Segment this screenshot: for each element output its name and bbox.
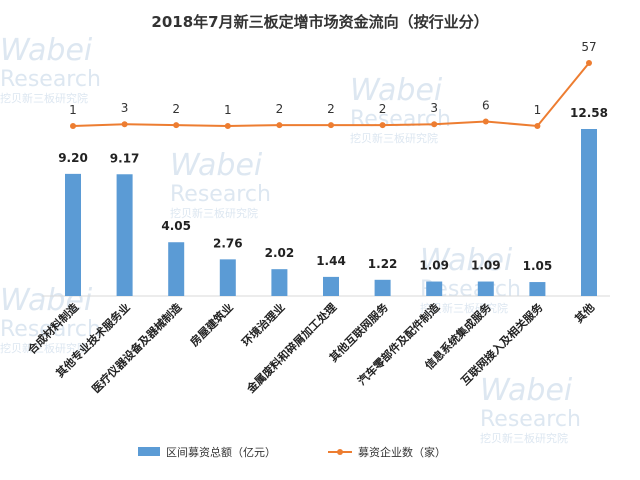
bar xyxy=(426,281,443,296)
bar xyxy=(323,276,339,296)
bar-value-label: 1.09 xyxy=(471,259,501,273)
bar-value-label: 1.22 xyxy=(368,257,398,271)
count-marker xyxy=(328,122,334,129)
watermark-sub: Research xyxy=(350,107,451,132)
bar xyxy=(219,259,236,296)
count-value-label: 57 xyxy=(581,40,596,54)
count-line xyxy=(72,62,590,128)
category-label: 房屋建筑业 xyxy=(187,300,236,349)
count-value-label: 1 xyxy=(534,103,542,117)
bar-value-label: 2.02 xyxy=(265,246,295,260)
count-marker xyxy=(534,123,541,129)
bar xyxy=(116,174,133,296)
bar xyxy=(581,129,597,296)
bar-value-label: 2.76 xyxy=(213,236,243,250)
category-label: 其他 xyxy=(572,300,597,325)
legend-bar-label: 区间募资总额（亿元） xyxy=(166,445,276,459)
count-marker xyxy=(431,121,438,128)
watermark-sub: Research xyxy=(0,67,101,92)
bar-value-label: 12.58 xyxy=(570,106,608,120)
watermark-brand: Wabei xyxy=(350,73,443,108)
count-value-label: 3 xyxy=(430,101,438,115)
watermark-brand: Wabei xyxy=(0,33,93,68)
category-label: 医疗仪器设备及器械制造 xyxy=(89,300,185,396)
count-value-label: 6 xyxy=(482,99,490,113)
count-marker xyxy=(379,122,386,129)
watermark-sub: Research xyxy=(480,407,581,432)
count-marker xyxy=(70,123,76,129)
watermark-brand: Wabei xyxy=(170,148,263,183)
bar-value-label: 9.20 xyxy=(58,151,88,165)
count-marker xyxy=(482,118,489,125)
bar-series xyxy=(65,129,597,296)
count-marker xyxy=(224,123,231,129)
count-value-label: 1 xyxy=(69,103,77,117)
watermark-sub: Research xyxy=(0,317,101,342)
category-label: 金属废料和碎屑加工处理 xyxy=(243,300,339,396)
bar xyxy=(271,269,288,296)
count-value-label: 2 xyxy=(172,102,180,116)
bar xyxy=(374,279,391,296)
count-marker xyxy=(586,60,592,66)
bar-value-label: 1.09 xyxy=(419,259,449,273)
count-marker xyxy=(276,122,283,129)
legend-line-marker xyxy=(337,449,343,455)
count-value-label: 2 xyxy=(276,102,284,116)
bar-value-label: 4.05 xyxy=(161,219,191,233)
count-value-label: 3 xyxy=(121,101,129,115)
watermark-brand: Wabei xyxy=(480,373,573,408)
legend-line-label: 募资企业数（家） xyxy=(358,445,446,459)
bar-value-label: 9.17 xyxy=(110,151,140,165)
bar-value-labels: 9.20 9.17 4.05 2.76 2.02 1.44 1.22 1.09 1.09 1.05… xyxy=(58,106,608,273)
count-markers xyxy=(70,60,592,129)
watermark-cn: 挖贝新三板研究院 xyxy=(480,431,568,445)
category-label: 环境治理业 xyxy=(239,300,288,349)
bar xyxy=(65,173,81,296)
legend: 区间募资总额（亿元） 募资企业数（家） xyxy=(138,445,446,459)
category-label: 汽车零部件及配件制造 xyxy=(355,300,443,388)
count-value-label: 2 xyxy=(379,102,387,116)
bar xyxy=(477,281,494,296)
watermark-cn: 挖贝新三板研究院 xyxy=(0,91,88,105)
bar-value-label: 1.05 xyxy=(523,259,553,273)
watermark-sub: Research xyxy=(170,182,271,207)
watermark-cn: 挖贝新三板研究院 xyxy=(350,131,438,145)
watermark-cn: 挖贝新三板研究院 xyxy=(170,206,258,220)
watermark: WabeiResearch挖贝新三板研究院WabeiResearch挖贝新三板研… xyxy=(0,33,581,445)
count-marker xyxy=(173,122,180,129)
watermark-cn: 挖贝新三板研究院 xyxy=(420,301,508,315)
watermark-brand: Wabei xyxy=(420,243,513,278)
bar-value-label: 1.44 xyxy=(316,254,346,268)
count-value-label: 2 xyxy=(327,102,335,116)
count-marker xyxy=(121,121,128,128)
bar xyxy=(168,242,185,296)
legend-bar-swatch xyxy=(138,447,160,456)
bar xyxy=(529,282,546,296)
count-value-label: 1 xyxy=(224,103,232,117)
chart-title: 2018年7月新三板定增市场资金流向（按行业分） xyxy=(151,13,488,31)
count-labels: 1 3 2 1 2 2 2 3 6 1 57 xyxy=(69,40,596,117)
watermark-cn: 挖贝新三板研究院 xyxy=(0,341,88,355)
